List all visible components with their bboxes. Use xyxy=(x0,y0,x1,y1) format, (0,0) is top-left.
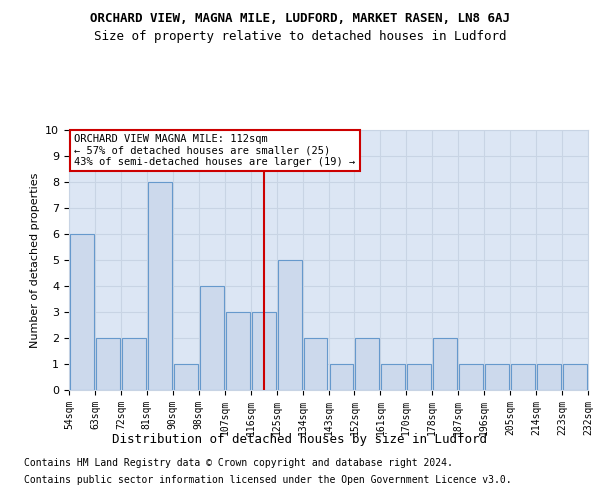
Bar xyxy=(407,364,431,390)
Y-axis label: Number of detached properties: Number of detached properties xyxy=(30,172,40,348)
Bar xyxy=(304,338,328,390)
Bar xyxy=(329,364,353,390)
Bar xyxy=(278,260,302,390)
Bar xyxy=(459,364,483,390)
Bar xyxy=(200,286,224,390)
Bar xyxy=(122,338,146,390)
Bar xyxy=(96,338,120,390)
Text: ORCHARD VIEW, MAGNA MILE, LUDFORD, MARKET RASEN, LN8 6AJ: ORCHARD VIEW, MAGNA MILE, LUDFORD, MARKE… xyxy=(90,12,510,26)
Bar xyxy=(226,312,250,390)
Text: Contains HM Land Registry data © Crown copyright and database right 2024.: Contains HM Land Registry data © Crown c… xyxy=(24,458,453,468)
Bar xyxy=(537,364,561,390)
Text: Contains public sector information licensed under the Open Government Licence v3: Contains public sector information licen… xyxy=(24,475,512,485)
Text: ORCHARD VIEW MAGNA MILE: 112sqm
← 57% of detached houses are smaller (25)
43% of: ORCHARD VIEW MAGNA MILE: 112sqm ← 57% of… xyxy=(74,134,355,167)
Text: Distribution of detached houses by size in Ludford: Distribution of detached houses by size … xyxy=(113,432,487,446)
Bar xyxy=(382,364,406,390)
Bar xyxy=(563,364,587,390)
Bar xyxy=(485,364,509,390)
Bar xyxy=(148,182,172,390)
Bar xyxy=(251,312,275,390)
Bar xyxy=(511,364,535,390)
Bar xyxy=(433,338,457,390)
Bar xyxy=(70,234,94,390)
Text: Size of property relative to detached houses in Ludford: Size of property relative to detached ho… xyxy=(94,30,506,43)
Bar xyxy=(174,364,198,390)
Bar xyxy=(355,338,379,390)
